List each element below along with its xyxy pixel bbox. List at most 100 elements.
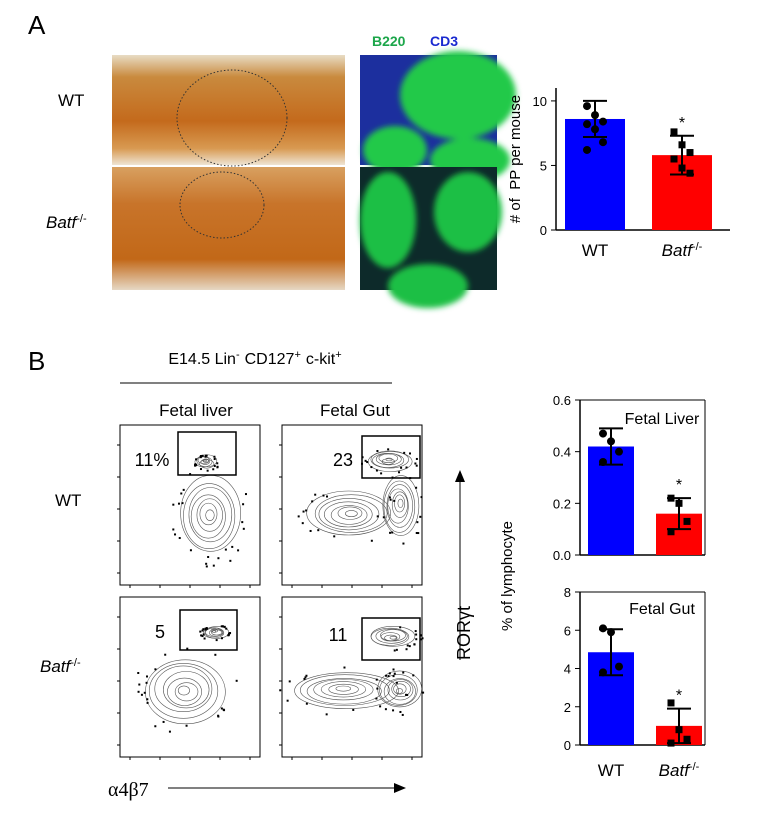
contour — [148, 663, 219, 719]
axis-label: % of lymphocyte — [499, 521, 516, 631]
x-tick-label: WT — [598, 761, 624, 780]
significance: * — [676, 688, 682, 705]
contour — [177, 685, 190, 696]
event-dot — [415, 633, 418, 636]
event-dot — [398, 471, 401, 474]
axis-label: α4β7 — [108, 779, 149, 801]
event-dot — [343, 666, 346, 669]
event-dot — [311, 500, 314, 503]
event-dot — [146, 701, 149, 704]
x-tick-label: Batf-/- — [662, 241, 703, 260]
panel-title: E14.5 Lin- CD127+ c-kit+ — [168, 349, 341, 368]
event-dot — [200, 455, 203, 458]
event-dot — [207, 555, 210, 558]
gate — [361, 617, 421, 661]
event-dot — [405, 466, 408, 469]
event-dot — [244, 493, 247, 496]
contour — [202, 458, 209, 463]
category-sup: -/- — [689, 761, 700, 773]
event-dot — [375, 697, 378, 700]
event-dot — [395, 648, 398, 651]
data-point — [599, 624, 607, 633]
event-dot — [241, 521, 244, 524]
column-label: Fetal Gut — [320, 401, 390, 420]
event-dot — [375, 678, 378, 681]
event-dot — [405, 648, 408, 651]
y-tick-label: 8 — [564, 585, 571, 600]
gate — [179, 609, 238, 651]
event-dot — [203, 637, 206, 640]
event-dot — [304, 676, 307, 679]
event-dot — [415, 457, 418, 460]
event-dot — [415, 638, 418, 641]
data-point — [686, 149, 694, 157]
y-tick-label: 4 — [564, 662, 571, 677]
event-dot — [305, 509, 308, 512]
significance: * — [679, 115, 685, 132]
event-dot — [384, 708, 387, 711]
event-dot — [333, 535, 336, 538]
plot-frame — [119, 596, 261, 758]
event-dot — [180, 492, 183, 495]
data-point — [599, 429, 607, 438]
event-dot — [143, 691, 146, 694]
event-dot — [314, 493, 317, 496]
data-point — [607, 628, 615, 637]
y-tick-label: 0 — [540, 223, 547, 238]
event-dot — [205, 565, 208, 568]
gate-label: 11 — [329, 625, 348, 645]
follicle — [363, 126, 427, 174]
data-point — [591, 125, 599, 134]
event-dot — [385, 674, 388, 677]
contour — [389, 636, 397, 640]
event-dot — [231, 545, 234, 548]
contour — [394, 494, 406, 513]
data-point — [599, 668, 607, 677]
event-dot — [216, 462, 219, 465]
event-dot — [302, 510, 305, 513]
event-dot — [370, 539, 373, 542]
event-dot — [391, 531, 394, 534]
contour — [370, 625, 416, 647]
row-label: WT — [58, 91, 84, 110]
contour — [320, 681, 367, 698]
event-dot — [221, 625, 224, 628]
contour — [200, 459, 210, 465]
data-point — [599, 458, 607, 466]
contour — [174, 682, 199, 702]
data-point — [583, 120, 591, 129]
column-label: Fetal liver — [159, 401, 233, 420]
event-dot — [392, 675, 395, 678]
event-dot — [145, 681, 148, 684]
event-dot — [146, 675, 149, 678]
title-text: E14.5 Lin — [168, 351, 236, 368]
event-dot — [237, 549, 240, 552]
gate — [361, 435, 421, 479]
event-dot — [305, 674, 308, 677]
event-dot — [220, 625, 223, 628]
event-dot — [154, 668, 157, 671]
contour — [306, 678, 382, 705]
event-dot — [224, 548, 227, 551]
flow-plot — [279, 596, 425, 760]
event-dot — [168, 730, 171, 733]
event-dot — [408, 452, 411, 455]
flow-plot — [117, 424, 261, 588]
contour — [314, 494, 388, 533]
event-dot — [400, 466, 403, 469]
event-dot — [206, 469, 209, 472]
event-dot — [217, 557, 220, 560]
event-dot — [137, 671, 140, 674]
contour — [306, 490, 391, 536]
patch-outline — [176, 69, 288, 167]
event-dot — [205, 627, 208, 630]
y-tick-label: 0.2 — [553, 496, 571, 511]
contour — [375, 628, 408, 644]
event-dot — [186, 647, 189, 650]
plot-frame — [281, 424, 423, 586]
event-dot — [417, 532, 420, 535]
stain-label: CD3 — [430, 33, 458, 49]
row-label-text: WT — [58, 91, 84, 110]
event-dot — [189, 473, 192, 476]
event-dot — [164, 653, 167, 656]
